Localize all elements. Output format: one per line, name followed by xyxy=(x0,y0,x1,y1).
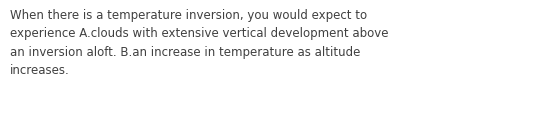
Text: When there is a temperature inversion, you would expect to
experience A.clouds w: When there is a temperature inversion, y… xyxy=(10,9,388,77)
